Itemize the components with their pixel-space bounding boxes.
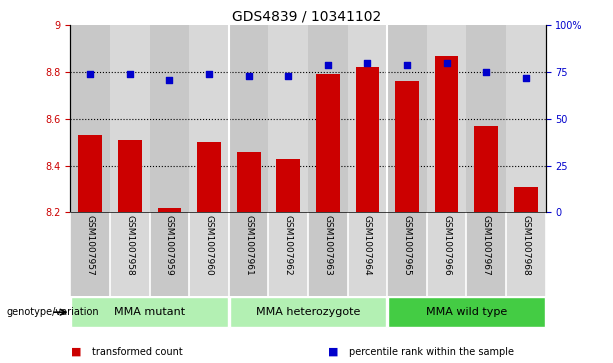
Bar: [110, 25, 150, 212]
Point: [204, 71, 214, 77]
Text: ■: ■: [328, 347, 338, 357]
Bar: [150, 25, 189, 212]
Text: MMA heterozygote: MMA heterozygote: [256, 307, 360, 317]
Bar: [150, 212, 189, 296]
Text: GDS4839 / 10341102: GDS4839 / 10341102: [232, 9, 381, 23]
Text: GSM1007966: GSM1007966: [442, 215, 451, 276]
Bar: [78, 135, 102, 212]
Text: MMA mutant: MMA mutant: [114, 307, 185, 317]
Text: GSM1007965: GSM1007965: [403, 215, 411, 276]
FancyBboxPatch shape: [388, 298, 545, 327]
Bar: [356, 68, 379, 212]
Bar: [466, 25, 506, 212]
Point: [442, 60, 452, 66]
Bar: [506, 25, 546, 212]
Bar: [387, 25, 427, 212]
Bar: [197, 142, 221, 212]
Text: GSM1007959: GSM1007959: [165, 215, 174, 276]
Point: [402, 62, 412, 68]
Bar: [387, 212, 427, 296]
Text: transformed count: transformed count: [92, 347, 183, 357]
Bar: [189, 212, 229, 296]
Bar: [435, 56, 459, 212]
Point: [244, 73, 254, 79]
Bar: [506, 212, 546, 296]
Bar: [395, 82, 419, 212]
Bar: [118, 140, 142, 212]
Bar: [466, 212, 506, 296]
Point: [85, 71, 95, 77]
Text: GSM1007960: GSM1007960: [205, 215, 213, 276]
Text: GSM1007961: GSM1007961: [244, 215, 253, 276]
Bar: [189, 25, 229, 212]
Text: GSM1007967: GSM1007967: [482, 215, 490, 276]
Point: [481, 69, 491, 75]
Bar: [70, 25, 110, 212]
Bar: [158, 208, 181, 212]
Point: [521, 75, 531, 81]
Point: [362, 60, 372, 66]
FancyBboxPatch shape: [230, 298, 386, 327]
Bar: [427, 212, 466, 296]
Text: genotype/variation: genotype/variation: [6, 307, 99, 317]
Bar: [348, 212, 387, 296]
Point: [125, 71, 135, 77]
Bar: [237, 152, 261, 212]
Bar: [514, 187, 538, 212]
Bar: [268, 25, 308, 212]
Text: GSM1007962: GSM1007962: [284, 215, 293, 276]
Text: GSM1007958: GSM1007958: [126, 215, 134, 276]
Bar: [110, 212, 150, 296]
Bar: [229, 212, 268, 296]
Bar: [316, 74, 340, 212]
Text: MMA wild type: MMA wild type: [426, 307, 507, 317]
Bar: [474, 126, 498, 212]
Bar: [348, 25, 387, 212]
Point: [283, 73, 293, 79]
Bar: [427, 25, 466, 212]
FancyBboxPatch shape: [71, 298, 228, 327]
Bar: [70, 212, 110, 296]
Text: ■: ■: [70, 347, 81, 357]
Text: GSM1007968: GSM1007968: [521, 215, 530, 276]
Point: [164, 77, 174, 82]
Text: GSM1007957: GSM1007957: [86, 215, 95, 276]
Bar: [268, 212, 308, 296]
Text: GSM1007963: GSM1007963: [323, 215, 332, 276]
Text: GSM1007964: GSM1007964: [363, 215, 372, 276]
Bar: [308, 212, 348, 296]
Bar: [276, 159, 300, 212]
Bar: [308, 25, 348, 212]
Text: percentile rank within the sample: percentile rank within the sample: [349, 347, 514, 357]
Bar: [229, 25, 268, 212]
Point: [323, 62, 333, 68]
